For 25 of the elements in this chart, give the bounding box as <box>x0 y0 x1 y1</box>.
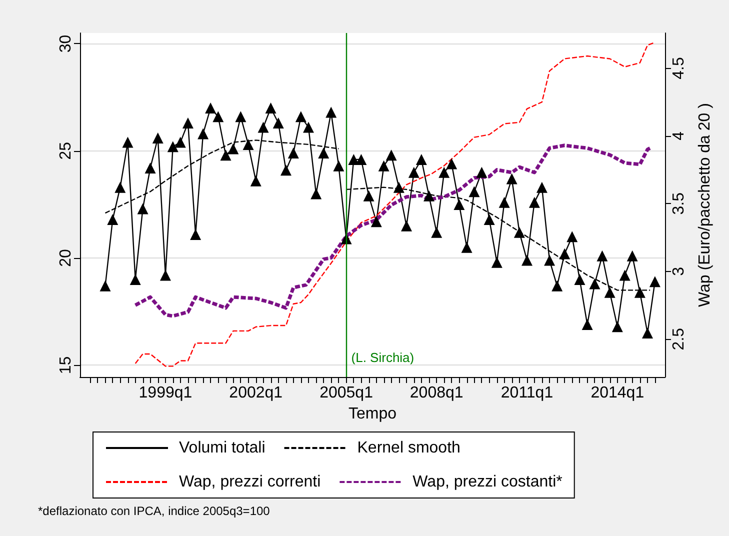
y2-tick-label: 3.5 <box>670 192 688 215</box>
x-axis-title: Tempo <box>348 405 397 422</box>
x-tick-label: 2014q1 <box>590 384 644 402</box>
x-tick-label: 2008q1 <box>410 384 464 402</box>
legend-label: Volumi totali <box>179 440 266 456</box>
line-series <box>134 144 652 318</box>
ref-line-label: (L. Sirchia) <box>351 350 414 365</box>
legend-label: Wap, prezzi costanti* <box>412 474 562 490</box>
y-tick-label: 30 <box>58 34 74 53</box>
y2-axis-title: Wap (Euro/pacchetto da 20 ) <box>696 103 714 307</box>
x-tick-label: 2011q1 <box>500 384 554 402</box>
line-series <box>134 42 656 367</box>
y-tick-label: 15 <box>58 356 74 374</box>
x-tick-label: 2005q1 <box>320 384 374 402</box>
y2-tick-label: 3 <box>670 266 688 276</box>
y2-tick-label: 2.5 <box>670 328 688 350</box>
x-tick-label: 1999q1 <box>138 384 192 402</box>
y-tick-label: 20 <box>58 249 74 267</box>
legend-label: Kernel smooth <box>357 440 460 456</box>
y2-tick-label: 4 <box>670 131 688 140</box>
y-tick-label: 25 <box>58 142 74 160</box>
x-tick-label: 2002q1 <box>229 384 283 402</box>
legend-label: Wap, prezzi correnti <box>179 474 321 490</box>
y2-tick-label: 4.5 <box>670 56 688 80</box>
text: *deflazionato con IPCA, indice 2005q3=100 <box>38 504 270 518</box>
